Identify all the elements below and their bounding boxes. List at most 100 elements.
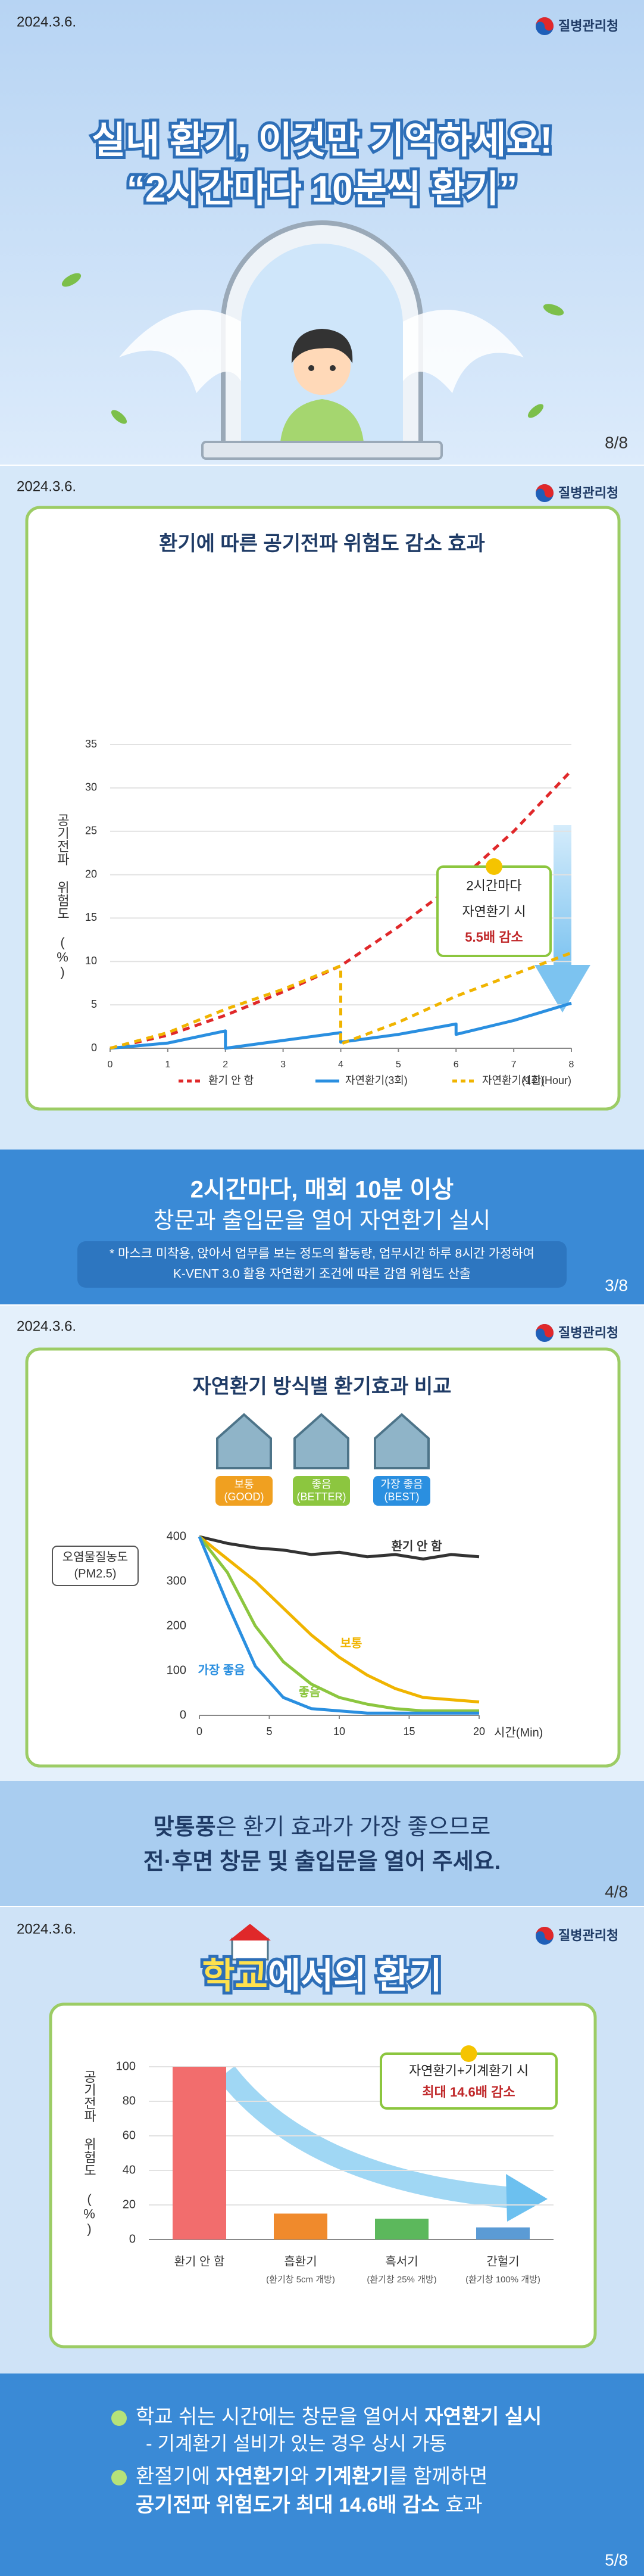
legend-label: 자연환기(1회) (482, 1074, 545, 1086)
logo (536, 484, 554, 502)
x-tick-label: 2 (223, 1060, 228, 1070)
chart-title: 환기에 따른 공기전파 위험도 감소 효과 (159, 532, 485, 555)
x-tick-label: 0 (196, 1725, 202, 1737)
house-icons (216, 1413, 430, 1469)
y-tick-label: 0 (91, 1042, 97, 1054)
x-tick-label: 간헐기 (486, 2254, 519, 2268)
window-illustration (61, 220, 564, 460)
school-icon (229, 1924, 271, 1961)
y-tick-label: 5 (91, 998, 97, 1010)
date: 2024.3.6. (17, 14, 76, 30)
x-tick-note: (환기창 5cm 개방) (266, 2275, 335, 2285)
x-tick-label: 환기 안 함 (174, 2254, 225, 2268)
house-label: 가장 좋음 (380, 1478, 423, 1490)
bullet: 환절기에 자연환기와 기계환기를 함께하면 (136, 2465, 487, 2488)
data-line (199, 1535, 480, 1560)
annotation-text: 자연환기 시 (462, 904, 526, 919)
x-axis-label: 시간(Hour) (521, 1074, 571, 1086)
bar (173, 2067, 226, 2239)
message: 맞통풍은 환기 효과가 가장 좋으므로 (154, 1815, 491, 1840)
chart-card (25, 1347, 621, 1768)
bullet-sub: - 기계환기 설비가 있는 경우 상시 가동 (146, 2432, 447, 2454)
x-axis-label: 시간(Min) (494, 1725, 543, 1739)
x-tick-note: (환기창 100% 개방) (465, 2275, 540, 2285)
bullet-text: 효과 (440, 2494, 483, 2516)
page-number: 4/8 (605, 1882, 628, 1901)
house-label: (BETTER) (297, 1491, 346, 1503)
x-tick-label: 0 (108, 1060, 113, 1070)
data-line (198, 1536, 479, 1715)
chart-title: 자연환기 방식별 환기효과 비교 (193, 1375, 452, 1398)
data-line (110, 951, 572, 1050)
bullet-text: 환절기에 (136, 2465, 216, 2488)
x-tick-label: 1 (165, 1060, 170, 1070)
panel-band (0, 2373, 644, 2576)
annotation-star (486, 858, 502, 875)
chart-card (25, 506, 621, 1111)
page-number: 3/8 (605, 1276, 628, 1294)
section-title: 학교에서의 환기 (202, 1956, 442, 1996)
y-tick-label: 100 (167, 1664, 186, 1677)
logo (536, 1324, 554, 1342)
title-text: 에서의 환기 (268, 1956, 442, 1996)
logo (536, 17, 554, 35)
legend-label: 자연환기(3회) (345, 1074, 408, 1086)
bullet-text: 학교 쉬는 시간에는 창문을 열어서 (136, 2406, 424, 2428)
x-tick-label: 6 (454, 1060, 459, 1070)
series-label: 좋음 (299, 1685, 321, 1699)
bullet-text: 를 함께하면 (389, 2465, 488, 2488)
house-label: (GOOD) (224, 1491, 264, 1503)
date: 2024.3.6. (17, 478, 76, 494)
x-tick-label: 4 (338, 1060, 343, 1070)
y-tick-label: 400 (167, 1530, 186, 1543)
x-tick-label: 15 (403, 1725, 415, 1737)
bullet-bold: 기계환기 (314, 2465, 389, 2488)
headline: 2시간마다, 매회 10분 이상 (190, 1177, 454, 1203)
x-tick-label: 흑서기 (385, 2254, 418, 2268)
series-label: 가장 좋음 (198, 1663, 245, 1677)
y-label-box (52, 1546, 139, 1586)
bar (476, 2227, 530, 2239)
logo (536, 1927, 554, 1945)
y-tick-label: 15 (85, 911, 97, 923)
x-tick-label: 3 (280, 1060, 286, 1070)
x-tick-label: 20 (473, 1725, 485, 1737)
x-tick-label: 7 (511, 1060, 517, 1070)
agency: 질병관리청 (558, 1928, 618, 1943)
y-tick-label: 80 (123, 2094, 136, 2107)
y-tick-label: 0 (129, 2232, 136, 2245)
data-line (198, 1535, 480, 1703)
y-tick-label: 20 (123, 2198, 136, 2211)
y-tick-label: 10 (85, 955, 97, 967)
x-tick-label: 10 (333, 1725, 345, 1737)
x-tick-note: (환기창 25% 개방) (367, 2275, 436, 2285)
legend-label: 환기 안 함 (208, 1074, 254, 1086)
data-line (110, 769, 573, 1050)
date: 2024.3.6. (17, 1318, 76, 1334)
y-tick-label: 20 (85, 868, 97, 880)
y-axis-label: 오염물질농도 (62, 1550, 128, 1563)
annotation-text: 자연환기+기계환기 시 (409, 2063, 529, 2078)
y-axis-label: (PM2.5) (74, 1567, 116, 1580)
bullet-text: 와 (290, 2465, 315, 2488)
y-tick-label: 100 (116, 2060, 136, 2073)
house-label: 보통 (234, 1478, 254, 1490)
annotation-text: 2시간마다 (466, 878, 521, 893)
title-highlight: 학교 (202, 1956, 267, 1996)
annotation-text: 5.5배 감소 (465, 930, 523, 945)
agency: 질병관리청 (558, 18, 618, 33)
series-label: 환기 안 함 (392, 1539, 442, 1553)
note: * 마스크 미착용, 앉아서 업무를 보는 정도의 활동량, 업무시간 하루 8… (110, 1247, 534, 1261)
message-text: 은 환기 효과가 가장 좋으므로 (216, 1815, 491, 1840)
note-box (77, 1241, 567, 1288)
x-tick-label: 5 (396, 1060, 401, 1070)
y-tick-label: 30 (85, 781, 97, 793)
message: 전·후면 창문 및 출입문을 열어 주세요. (143, 1849, 501, 1874)
bar (375, 2219, 429, 2239)
bar (274, 2213, 327, 2239)
y-tick-label: 0 (180, 1708, 186, 1721)
series-label: 보통 (340, 1636, 362, 1650)
note: K-VENT 3.0 활용 자연환기 조건에 따른 감염 위험도 산출 (173, 1267, 471, 1281)
bullet-bold: 공기전파 위험도가 최대 14.6배 감소 (136, 2494, 440, 2516)
